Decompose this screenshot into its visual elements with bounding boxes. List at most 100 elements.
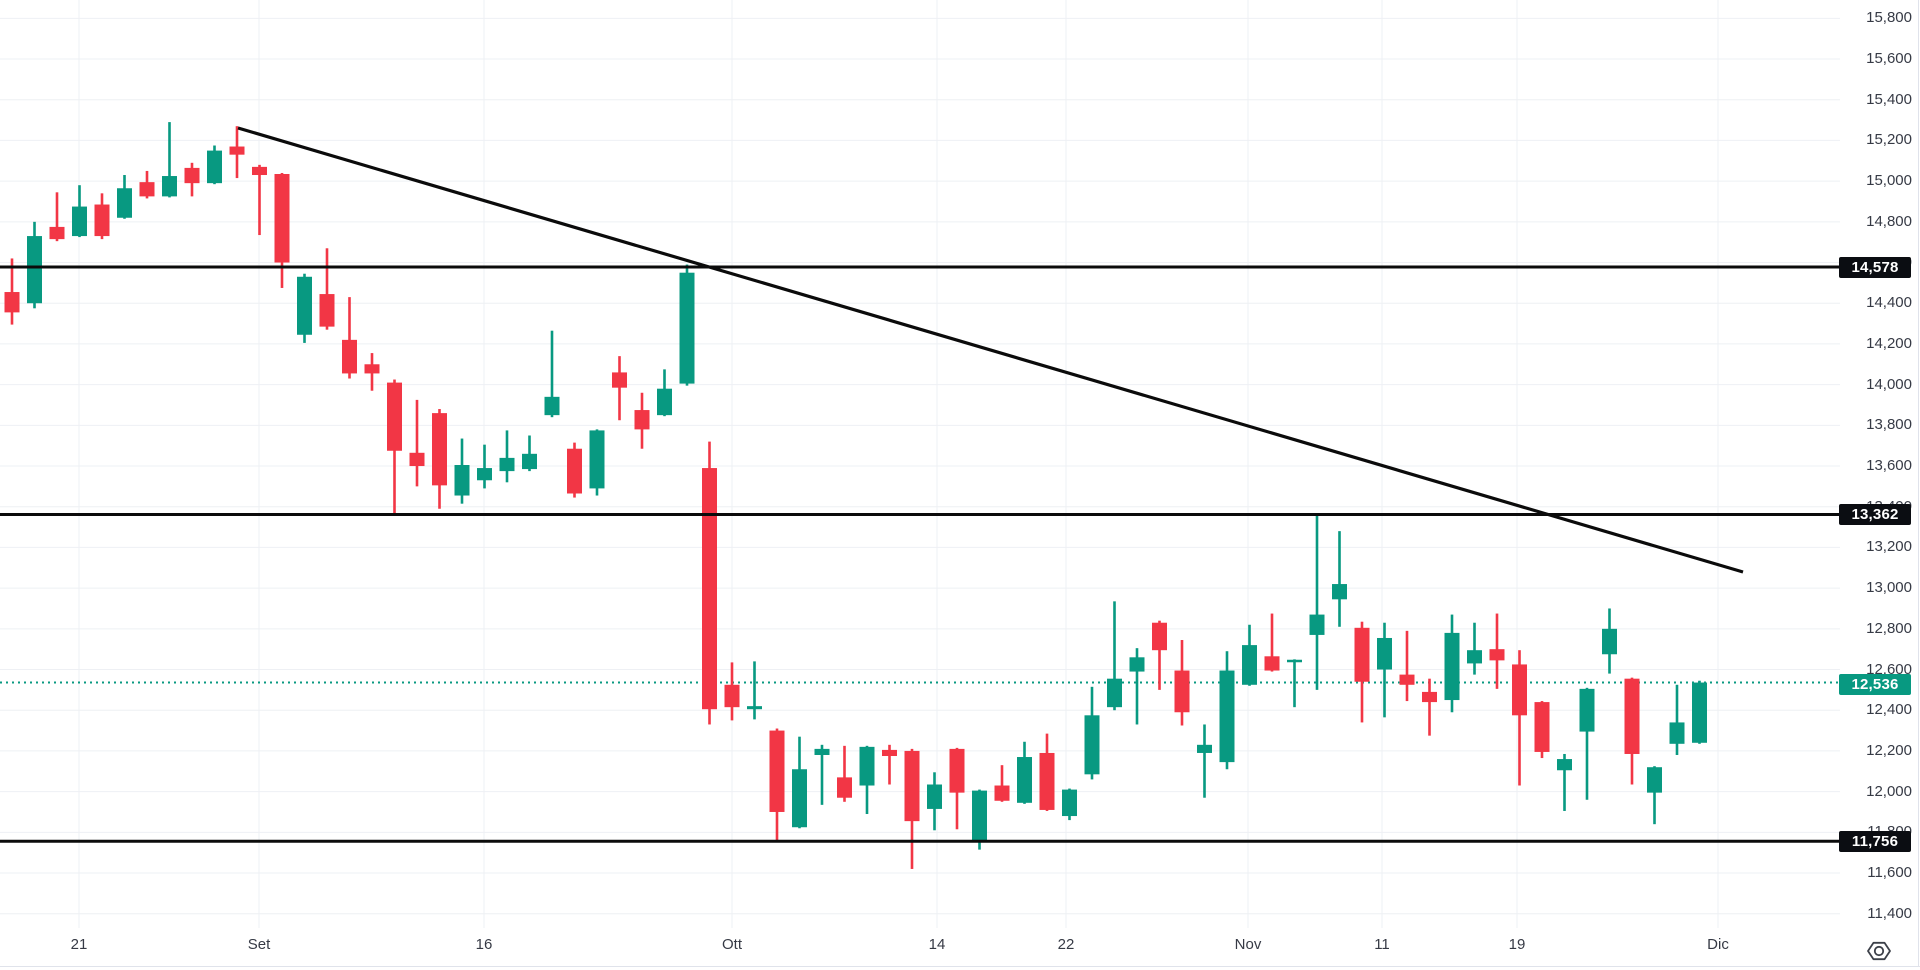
candle-body bbox=[1017, 757, 1032, 803]
price-tick-label: 13,200 bbox=[1866, 538, 1912, 556]
candle-body bbox=[882, 749, 897, 757]
trendline[interactable] bbox=[237, 126, 1744, 574]
candle-wick bbox=[1270, 613, 1274, 672]
candle-body bbox=[409, 452, 425, 467]
candle-body bbox=[162, 176, 177, 197]
axis-right-border bbox=[1918, 0, 1919, 967]
candle-body bbox=[1669, 722, 1685, 744]
candle bbox=[1062, 788, 1077, 821]
candle bbox=[747, 661, 762, 720]
time-axis-label: Ott bbox=[721, 936, 742, 953]
candle-wick bbox=[550, 330, 554, 418]
candle-wick bbox=[1585, 687, 1589, 800]
candle-body bbox=[139, 182, 155, 197]
price-axis[interactable]: 15,80015,60015,40015,20015,00014,80014,6… bbox=[1840, 0, 1920, 930]
candle-body bbox=[702, 468, 717, 710]
candle bbox=[297, 273, 312, 343]
price-tick-label: 12,000 bbox=[1866, 782, 1912, 800]
candle-body bbox=[612, 372, 627, 388]
candle-wick bbox=[1428, 678, 1431, 736]
candle-body bbox=[927, 784, 942, 809]
candle bbox=[1602, 608, 1617, 674]
candle-body bbox=[567, 448, 582, 494]
candle-wick bbox=[820, 744, 824, 805]
candle-body bbox=[49, 226, 65, 240]
candle bbox=[1039, 733, 1055, 811]
settings-gear-icon[interactable] bbox=[1864, 938, 1894, 964]
candle bbox=[679, 264, 695, 386]
candle bbox=[1219, 651, 1235, 770]
price-tick-label: 13,800 bbox=[1866, 416, 1912, 434]
candle-wick bbox=[483, 444, 486, 489]
candle-body bbox=[1557, 759, 1572, 771]
candle-body bbox=[1602, 628, 1617, 655]
candle-wick bbox=[1383, 622, 1386, 718]
candle bbox=[1512, 650, 1527, 786]
price-tick-label: 14,200 bbox=[1866, 334, 1912, 352]
candle bbox=[477, 444, 492, 489]
candle-wick bbox=[415, 399, 419, 487]
candle bbox=[1692, 680, 1707, 744]
candle-body bbox=[207, 150, 222, 184]
candle bbox=[319, 248, 335, 330]
candle-body bbox=[454, 465, 470, 496]
candle bbox=[1197, 724, 1212, 798]
candle bbox=[1332, 531, 1347, 627]
candle-wick bbox=[618, 356, 621, 421]
candle-wick bbox=[1518, 650, 1521, 786]
candle-body bbox=[1579, 688, 1595, 732]
candle-body bbox=[1332, 584, 1347, 600]
candle-wick bbox=[258, 164, 261, 236]
candle-body bbox=[274, 174, 290, 263]
candle bbox=[1264, 613, 1280, 672]
candle-body bbox=[1107, 678, 1122, 708]
time-axis-label: 11 bbox=[1374, 936, 1390, 953]
candle bbox=[117, 175, 132, 219]
candle bbox=[1647, 766, 1662, 825]
candle bbox=[949, 747, 965, 830]
candle bbox=[769, 728, 785, 841]
candle bbox=[1242, 624, 1257, 686]
candle bbox=[499, 430, 515, 483]
candle bbox=[49, 192, 65, 242]
candle bbox=[724, 662, 740, 721]
candle-body bbox=[1377, 637, 1392, 670]
candle-body bbox=[1647, 767, 1662, 793]
candle bbox=[1377, 622, 1392, 718]
candle bbox=[432, 409, 447, 509]
candle-body bbox=[972, 790, 987, 841]
candle bbox=[522, 435, 537, 472]
price-tick-label: 14,800 bbox=[1866, 212, 1912, 230]
candle bbox=[94, 193, 110, 240]
candle bbox=[1152, 620, 1167, 690]
candle bbox=[409, 399, 425, 487]
candle-body bbox=[1399, 674, 1415, 685]
candle-wick bbox=[325, 248, 329, 330]
price-tick-label: 11,400 bbox=[1867, 904, 1912, 922]
candle-wick bbox=[888, 744, 891, 785]
candle bbox=[252, 164, 267, 236]
candle-body bbox=[117, 188, 132, 218]
candle bbox=[364, 353, 380, 391]
candle bbox=[814, 744, 830, 805]
candle-body bbox=[1197, 744, 1212, 753]
candle-body bbox=[1062, 789, 1077, 817]
candle-body bbox=[679, 272, 695, 384]
time-axis-label: 16 bbox=[475, 936, 493, 953]
candle-wick bbox=[55, 192, 59, 242]
candle-body bbox=[364, 364, 380, 374]
price-level-badge: 14,578 bbox=[1839, 256, 1911, 278]
candle bbox=[1669, 684, 1685, 755]
candle bbox=[1557, 753, 1572, 811]
candle bbox=[657, 369, 672, 417]
candle bbox=[859, 745, 875, 815]
candle-body bbox=[27, 236, 42, 304]
candle-body bbox=[1512, 664, 1527, 716]
candle bbox=[27, 221, 42, 309]
candle bbox=[567, 442, 582, 498]
price-tick-label: 12,600 bbox=[1866, 660, 1912, 678]
candle-body bbox=[792, 769, 807, 828]
time-axis[interactable]: 21 Set 16 Ott 14 22 Nov 11 19 Dic bbox=[0, 930, 1920, 970]
